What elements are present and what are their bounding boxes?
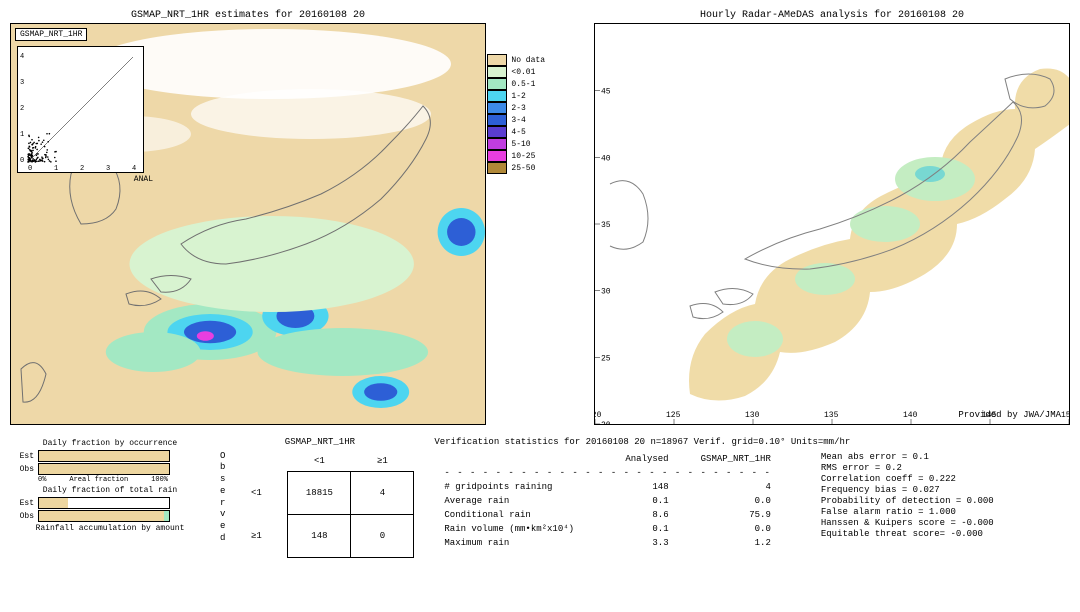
inset-title: GSMAP_NRT_1HR	[15, 28, 87, 41]
svg-text:0: 0	[20, 157, 24, 165]
row-header-0: <1	[225, 472, 288, 515]
svg-text:35: 35	[601, 221, 611, 230]
stats-row: Rain volume (mm•km²x10⁴)0.10.0	[436, 523, 778, 535]
bars-section: Daily fraction by occurrence Est Obs 0% …	[10, 437, 210, 535]
col-header-1: ≥1	[351, 451, 414, 472]
legend-item: 2-3	[487, 102, 545, 114]
left-map-title: GSMAP_NRT_1HR estimates for 20160108 20	[10, 10, 486, 21]
legend-item: 1-2	[487, 90, 545, 102]
metric-line: Equitable threat score= -0.000	[821, 529, 994, 539]
col-header-0: <1	[288, 451, 351, 472]
svg-text:2: 2	[80, 165, 84, 172]
stats-row: Average rain0.10.0	[436, 495, 778, 507]
stats-table: Analysed GSMAP_NRT_1HR - - - - - - - - -…	[434, 451, 780, 551]
svg-text:3: 3	[20, 79, 24, 87]
svg-text:40: 40	[601, 154, 611, 163]
svg-text:20: 20	[601, 421, 611, 424]
left-map-panel: GSMAP_NRT_1HR estimates for 20160108 20	[10, 10, 486, 425]
svg-text:125: 125	[666, 411, 681, 420]
inset-scatter: 0123401234 ANAL	[17, 46, 144, 173]
est-label: Est	[10, 452, 38, 461]
right-map-title: Hourly Radar-AMeDAS analysis for 2016010…	[594, 10, 1070, 21]
accum-title: Rainfall accumulation by amount	[10, 524, 210, 533]
svg-text:1: 1	[20, 131, 24, 139]
totalrain-obs-bar	[38, 510, 170, 522]
svg-text:4: 4	[20, 53, 24, 61]
legend-item: 5-10	[487, 138, 545, 150]
stats-header: Verification statistics for 20160108 20 …	[434, 437, 1070, 447]
stats-row: Maximum rain3.31.2	[436, 537, 778, 549]
cell-0-1: 4	[351, 472, 414, 515]
metric-line: False alarm ratio = 1.000	[821, 507, 994, 517]
cell-0-0: 18815	[288, 472, 351, 515]
svg-text:130: 130	[745, 411, 760, 420]
right-map-panel: Hourly Radar-AMeDAS analysis for 2016010…	[594, 10, 1070, 425]
contingency-title: GSMAP_NRT_1HR	[225, 437, 414, 447]
est-label-2: Est	[10, 499, 38, 508]
legend-item: 3-4	[487, 114, 545, 126]
col-est: GSMAP_NRT_1HR	[679, 453, 779, 465]
stats-metrics: Mean abs error = 0.1RMS error = 0.2Corre…	[821, 451, 994, 551]
svg-text:3: 3	[106, 165, 110, 172]
metric-line: Probability of detection = 0.000	[821, 496, 994, 506]
svg-text:120: 120	[595, 411, 602, 420]
svg-text:1: 1	[54, 165, 58, 172]
axis-mid: Areal fraction	[69, 476, 128, 484]
occurrence-title: Daily fraction by occurrence	[10, 439, 210, 448]
axis-right: 100%	[151, 476, 168, 484]
col-analysed: Analysed	[608, 453, 677, 465]
legend-item: 25-50	[487, 162, 545, 174]
anal-label: ANAL	[134, 175, 153, 184]
metric-line: Mean abs error = 0.1	[821, 452, 994, 462]
metric-line: Hanssen & Kuipers score = -0.000	[821, 518, 994, 528]
provided-by: Provided by JWA/JMA	[958, 410, 1061, 420]
color-legend: No data<0.010.5-11-22-33-44-55-1010-2525…	[487, 54, 545, 174]
metric-line: Correlation coeff = 0.222	[821, 474, 994, 484]
svg-text:140: 140	[903, 411, 918, 420]
left-map: GSMAP_NRT_1HR 0123401234 ANAL No data<0.…	[10, 23, 486, 425]
contingency-table: <1 ≥1 <1 18815 4 ≥1 148 0	[225, 451, 414, 558]
legend-item: 0.5-1	[487, 78, 545, 90]
legend-item: 10-25	[487, 150, 545, 162]
occurrence-est-bar	[38, 450, 170, 462]
legend-item: <0.01	[487, 66, 545, 78]
dashed-line: - - - - - - - - - - - - - - - - - - - - …	[436, 467, 778, 479]
occurrence-obs-bar	[38, 463, 170, 475]
right-map: 120125130135140145150 202530354045 Provi…	[594, 23, 1070, 425]
row-header-1: ≥1	[225, 515, 288, 558]
stats-row: Conditional rain8.675.9	[436, 509, 778, 521]
svg-text:4: 4	[132, 165, 136, 172]
totalrain-est-bar	[38, 497, 170, 509]
stats-row: # gridpoints raining1484	[436, 481, 778, 493]
svg-text:25: 25	[601, 354, 611, 363]
svg-text:2: 2	[20, 105, 24, 113]
cell-1-1: 0	[351, 515, 414, 558]
bottom-row: Daily fraction by occurrence Est Obs 0% …	[10, 437, 1070, 558]
totalrain-title: Daily fraction of total rain	[10, 486, 210, 495]
axis-left: 0%	[38, 476, 46, 484]
metric-line: Frequency bias = 0.027	[821, 485, 994, 495]
legend-item: No data	[487, 54, 545, 66]
cell-1-0: 148	[288, 515, 351, 558]
contingency-section: Observed GSMAP_NRT_1HR <1 ≥1 <1 18815 4 …	[220, 437, 414, 558]
svg-text:150: 150	[1061, 411, 1069, 420]
svg-text:0: 0	[28, 165, 32, 172]
legend-item: 4-5	[487, 126, 545, 138]
metric-line: RMS error = 0.2	[821, 463, 994, 473]
right-map-svg: 120125130135140145150 202530354045	[595, 24, 1069, 424]
top-row: GSMAP_NRT_1HR estimates for 20160108 20	[10, 10, 1070, 425]
svg-text:135: 135	[824, 411, 839, 420]
svg-text:45: 45	[601, 88, 611, 97]
obs-label-2: Obs	[10, 512, 38, 521]
obs-label: Obs	[10, 465, 38, 474]
svg-text:30: 30	[601, 288, 611, 297]
stats-section: Verification statistics for 20160108 20 …	[434, 437, 1070, 551]
